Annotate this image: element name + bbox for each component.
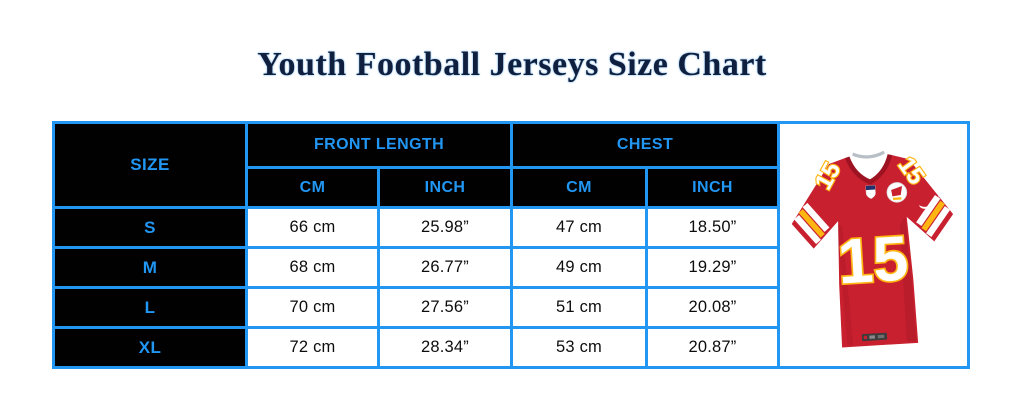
size-label: L <box>52 286 248 329</box>
size-label: XL <box>52 326 248 369</box>
table-row-size-s: S 66 cm 25.98” 47 cm 18.50” <box>52 206 969 249</box>
subheader-front-length-cm: CM <box>245 166 380 209</box>
front-length-inch-value: 27.56” <box>377 286 513 329</box>
column-header-size: SIZE <box>52 121 248 209</box>
front-length-cm-value: 68 cm <box>245 246 380 289</box>
jersey-illustration: 15 15 <box>791 150 953 348</box>
chest-inch-value: 20.08” <box>644 286 781 329</box>
subheader-chest-inch: INCH <box>644 166 781 209</box>
front-length-inch-value: 25.98” <box>377 206 513 249</box>
size-label: M <box>52 246 248 289</box>
jersey-number-center: 15 <box>835 223 909 297</box>
chest-cm-value: 53 cm <box>510 326 648 369</box>
front-length-inch-value: 28.34” <box>377 326 513 369</box>
collar-back-stripe <box>851 150 885 159</box>
table-row-size-xl: XL 72 cm 28.34” 53 cm 20.87” <box>52 326 969 369</box>
front-length-cm-value: 72 cm <box>245 326 380 369</box>
table-row-size-m: M 68 cm 26.77” 49 cm 19.29” <box>52 246 969 289</box>
column-group-chest: CHEST <box>509 121 781 169</box>
front-length-cm-value: 70 cm <box>245 286 380 329</box>
chest-inch-value: 18.50” <box>644 206 781 249</box>
chest-inch-value: 19.29” <box>644 246 781 289</box>
left-sleeve-stripes <box>793 202 829 245</box>
collar-trim <box>844 154 892 185</box>
page-title: Youth Football Jerseys Size Chart <box>257 46 767 83</box>
subheader-front-length-inch: INCH <box>377 166 513 209</box>
chest-cm-value: 47 cm <box>510 206 648 249</box>
subheader-chest-cm: CM <box>510 166 648 209</box>
jersey-side-shading-left <box>835 223 853 346</box>
size-chart-table: SIZE FRONT LENGTH CHEST <box>52 121 971 369</box>
front-length-cm-value: 66 cm <box>245 206 380 249</box>
jock-tag <box>861 332 887 342</box>
table-row-size-l: L 70 cm 27.56” 51 cm 20.08” <box>52 286 969 329</box>
chest-cm-value: 49 cm <box>510 246 648 289</box>
size-label: S <box>52 206 248 249</box>
team-patch-icon <box>886 182 907 203</box>
nike-swoosh-icon <box>918 195 939 209</box>
front-length-inch-value: 26.77” <box>377 246 513 289</box>
nfl-shield-icon <box>865 185 876 199</box>
chest-cm-value: 51 cm <box>510 286 648 329</box>
jersey-side-shading <box>899 217 916 342</box>
chest-inch-value: 20.87” <box>644 326 781 369</box>
jersey-product-image: 15 15 <box>777 121 971 369</box>
column-group-front-length: FRONT LENGTH <box>245 121 513 169</box>
